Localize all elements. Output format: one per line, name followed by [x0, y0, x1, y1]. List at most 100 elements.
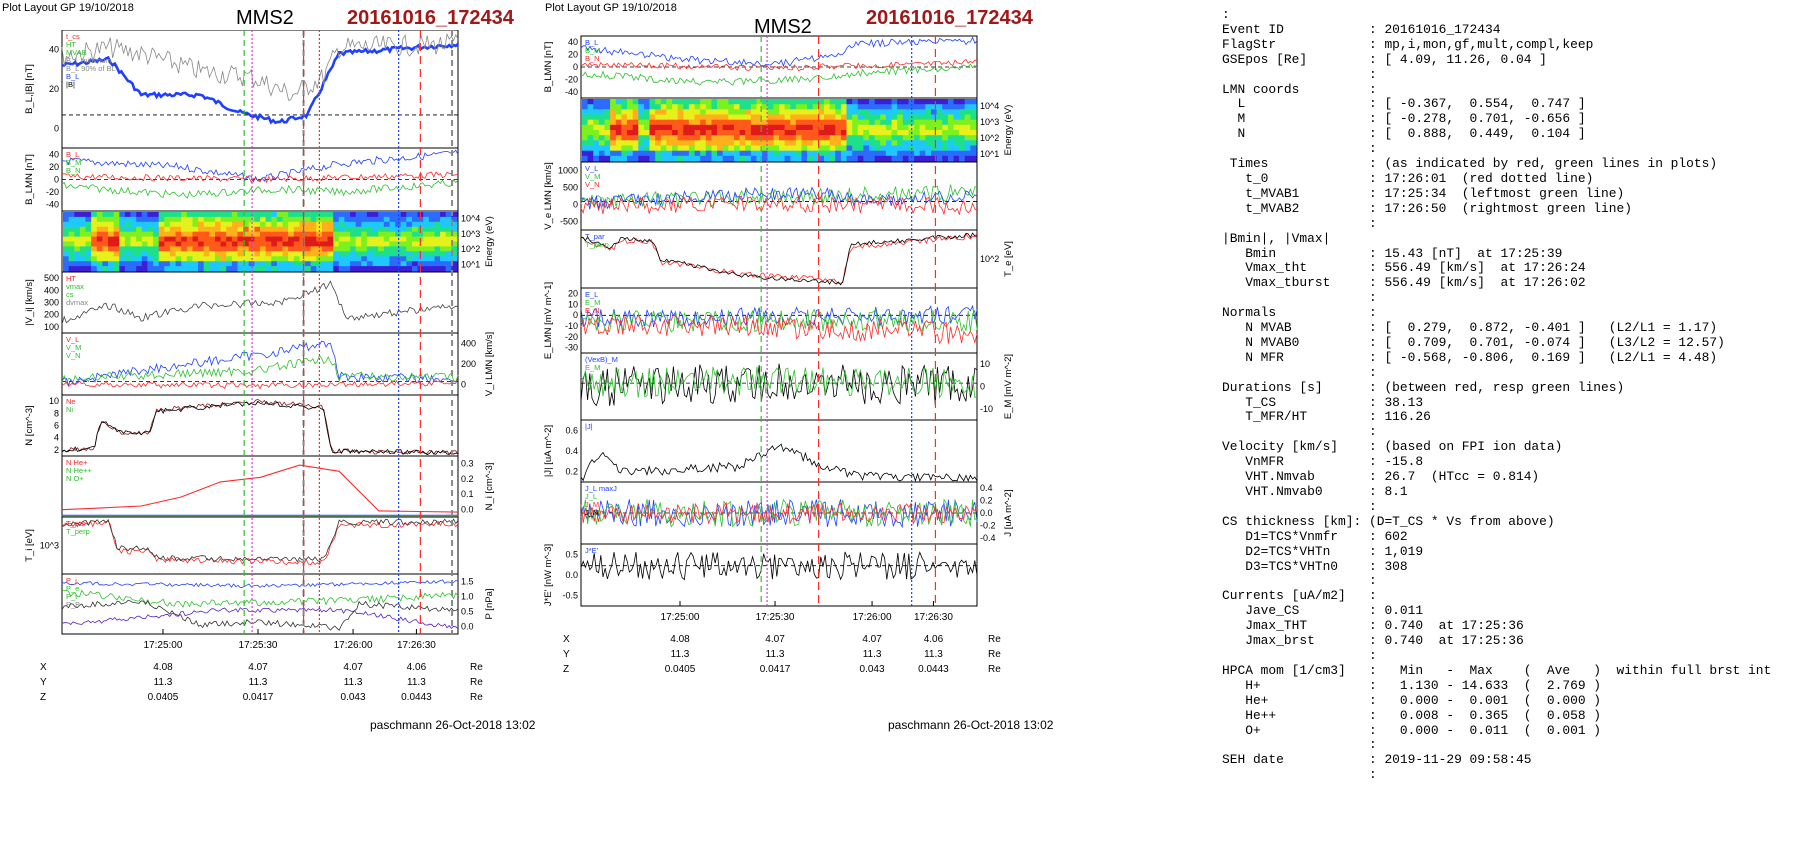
spectrogram-cell — [74, 231, 81, 238]
spectrogram-cell — [666, 150, 673, 157]
position-value: 11.3 — [154, 677, 173, 688]
spectrogram-cell — [846, 150, 853, 157]
spectrogram-cell — [840, 130, 848, 136]
spectrogram-cell — [271, 251, 278, 257]
spectrogram-cell — [902, 135, 909, 141]
spectrogram-cell — [705, 119, 712, 126]
spectrogram-cell — [672, 145, 679, 152]
spectrogram-cell — [124, 221, 132, 228]
spectrogram-cell — [598, 130, 606, 136]
spectrogram-cell — [383, 226, 390, 233]
spectrogram-cell — [406, 231, 413, 238]
spectrogram-cell — [102, 226, 109, 233]
spectrogram-cell — [254, 216, 261, 223]
spectrogram-cell — [175, 221, 182, 228]
spectrogram-cell — [175, 261, 182, 267]
spectrogram-cell — [728, 150, 735, 157]
spectrogram-cell — [835, 104, 842, 110]
legend-entry: HT — [66, 274, 76, 283]
spectrogram-cell — [593, 104, 600, 110]
spectrogram-cell — [293, 266, 300, 272]
spectrogram-cell — [829, 145, 836, 152]
spectrogram-cell — [705, 109, 712, 116]
spectrogram-cell — [68, 256, 75, 262]
spectrogram-cell — [85, 216, 92, 223]
spectrogram-cell — [226, 241, 233, 247]
spectrogram-cell — [260, 226, 267, 233]
spectrogram-cell — [389, 251, 396, 257]
spectrogram-cell — [400, 256, 407, 262]
y-tick-label: 10^1 — [461, 259, 480, 269]
spectrogram-cell — [700, 130, 707, 136]
spectrogram-cell — [231, 231, 239, 238]
series-line — [61, 340, 459, 387]
y-tick-label: 40 — [49, 149, 59, 159]
spectrogram-cell — [812, 155, 819, 162]
spectrogram-cell — [947, 119, 955, 126]
spectrogram-cell — [243, 241, 250, 247]
spectrogram-cell — [276, 266, 284, 272]
panel-7: 0.60.40.2|J| [uA m^-2] |J| — [543, 419, 978, 483]
spectrogram-cell — [694, 109, 701, 116]
spectrogram-cell — [327, 212, 334, 218]
spectrogram-cell — [203, 236, 210, 243]
spectrogram-cell — [333, 236, 340, 243]
spectrogram-cell — [350, 256, 357, 262]
spectrogram-cell — [440, 216, 447, 223]
spectrogram-cell — [169, 231, 177, 238]
spectrogram-cell — [260, 236, 267, 243]
spectrogram-cell — [677, 104, 684, 110]
spectrogram-cell — [801, 145, 808, 152]
spectrogram-cell — [807, 109, 814, 116]
spectrogram-cell — [366, 261, 374, 267]
spectrogram-cell — [338, 216, 345, 223]
spectrogram-cell — [361, 241, 368, 247]
spectrogram-cell — [604, 104, 611, 110]
spectrogram-cell — [801, 140, 808, 147]
spectrogram-cell — [344, 266, 351, 272]
spectrogram-cell — [271, 241, 278, 247]
spectrogram-cell — [621, 124, 628, 131]
spectrogram-cell — [85, 231, 92, 238]
spectrogram-cell — [102, 236, 109, 243]
spectrogram-cell — [722, 99, 729, 105]
spectrogram-cell — [840, 150, 848, 157]
spectrogram-cell — [694, 119, 701, 126]
spectrogram-cell — [762, 114, 769, 121]
spectrogram-cell — [282, 231, 289, 238]
spectrogram-cell — [366, 246, 374, 252]
spectrogram-cell — [226, 236, 233, 243]
spectrogram-cell — [96, 266, 103, 272]
spectrogram-cell — [874, 109, 881, 116]
report-line: VnMFR : -15.8 — [1222, 454, 1424, 470]
spectrogram-cell — [434, 216, 441, 223]
spectrogram-cell — [756, 124, 763, 131]
spectrogram-cell — [276, 231, 284, 238]
spectrogram-cell — [434, 226, 441, 233]
spectrogram-cell — [226, 212, 233, 218]
position-value: 0.0417 — [760, 664, 791, 675]
spectrogram-cell — [141, 261, 148, 267]
spectrogram-cell — [198, 226, 205, 233]
spectrogram-cell — [773, 130, 780, 136]
spectrogram-cell — [136, 261, 143, 267]
spectrogram-cell — [869, 135, 876, 141]
spectrogram-cell — [400, 221, 407, 228]
spectrogram-cell — [113, 212, 120, 218]
spectrogram-cell — [925, 150, 932, 157]
spectrogram-cell — [355, 266, 362, 272]
spectrogram-cell — [863, 130, 870, 136]
spectrogram-cell — [231, 251, 239, 257]
spectrogram-cell — [717, 130, 724, 136]
spectrogram-cell — [947, 145, 955, 152]
spectrogram-cell — [688, 99, 696, 105]
report-line: D3=TCS*VHTn0 : 308 — [1222, 558, 1408, 574]
legend-entry: E_M — [585, 363, 600, 372]
spectrogram-cell — [451, 236, 458, 243]
spectrogram-cell — [666, 135, 673, 141]
spectrogram-cell — [333, 246, 340, 252]
spectrogram-cell — [885, 150, 893, 157]
spectrogram-cell — [632, 114, 639, 121]
